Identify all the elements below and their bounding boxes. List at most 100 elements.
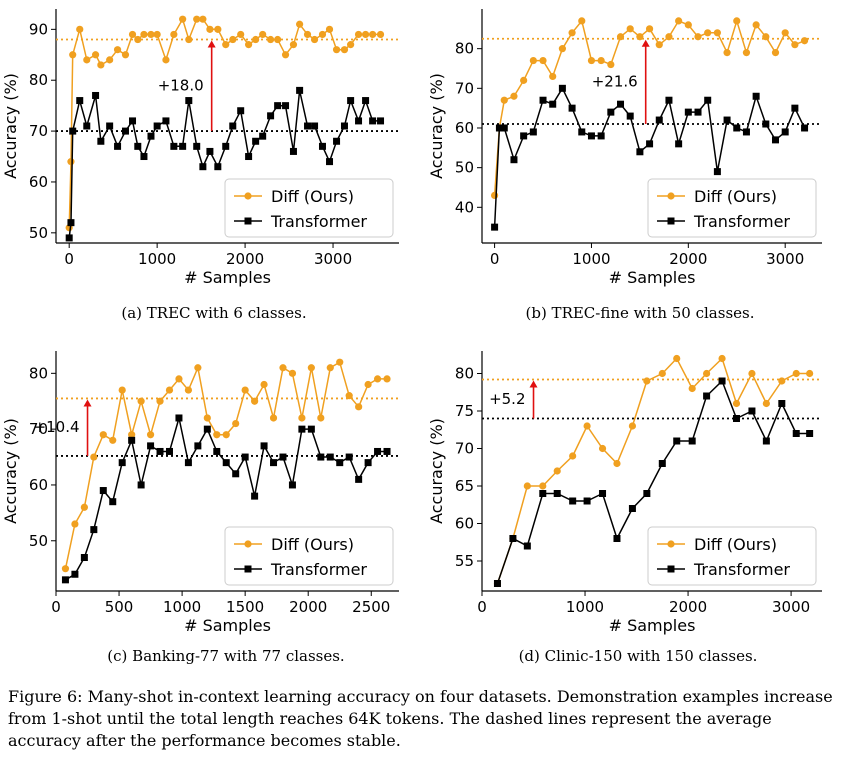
y-tick-label: 70	[455, 79, 474, 97]
transformer-point	[688, 437, 696, 445]
figure-caption: Figure 6: Many-shot in-context learning …	[8, 687, 833, 750]
diff-point	[170, 30, 178, 39]
transformer-point	[583, 497, 591, 505]
transformer-point	[658, 460, 666, 467]
transformer-point	[704, 96, 712, 104]
transformer-point	[118, 459, 126, 467]
transformer-point	[232, 470, 240, 478]
diff-point	[778, 377, 786, 385]
transformer-point	[245, 153, 253, 161]
y-tick-label: 70	[455, 440, 474, 458]
transformer-point	[193, 142, 201, 150]
transformer-point	[684, 108, 692, 116]
diff-point	[147, 30, 155, 39]
diff-point	[162, 56, 170, 64]
transformer-point	[237, 107, 245, 115]
diff-point	[109, 436, 117, 444]
chart-panel-4: 55 60 65 70 75 80 0 1000 2000 3000 # Samples Accura…	[427, 351, 822, 665]
transformer-point	[92, 91, 100, 99]
diff-point	[118, 386, 126, 394]
transformer-point	[781, 128, 789, 136]
transformer-point	[326, 453, 334, 461]
diff-point	[636, 33, 644, 41]
transformer-point	[355, 475, 363, 483]
transformer-point	[147, 442, 155, 450]
diff-point	[203, 414, 211, 422]
transformer-point	[214, 163, 222, 171]
diff-point	[296, 20, 304, 28]
diff-point	[310, 35, 319, 44]
transformer-point	[260, 442, 268, 450]
transformer-point	[628, 505, 636, 512]
diff-point	[806, 369, 814, 378]
transformer-point	[318, 142, 326, 150]
transformer-point	[762, 437, 770, 445]
transformer-point	[500, 124, 508, 132]
transformer-point	[733, 124, 741, 132]
diff-point	[597, 56, 605, 65]
transformer-point	[129, 117, 137, 125]
transformer-point	[170, 142, 178, 150]
transformer-point	[252, 137, 260, 145]
transformer-point	[80, 554, 88, 562]
transformer-point	[523, 542, 531, 550]
transformer-point	[806, 430, 814, 437]
diff-point	[529, 56, 537, 65]
diff-point	[206, 25, 214, 33]
y-tick-label: 60	[29, 476, 48, 494]
diff-point	[259, 30, 267, 39]
transformer-point	[553, 490, 561, 497]
diff-point	[318, 30, 327, 39]
y-tick-label: 50	[455, 159, 474, 177]
diff-point	[792, 369, 800, 378]
diff-point	[222, 431, 230, 439]
diff-point	[69, 51, 77, 59]
chart-panel-3: 50 60 70 80 0 500 1000 1500 2000 2500 # Samples Acc…	[1, 351, 399, 665]
diff-point	[703, 369, 711, 378]
diff-point	[490, 191, 499, 200]
diff-point	[645, 25, 654, 33]
diff-point	[510, 92, 518, 100]
diff-series-line	[493, 18, 805, 196]
transformer-point	[185, 97, 193, 105]
transformer-point	[106, 122, 114, 130]
transformer-point	[383, 447, 391, 455]
y-tick-label: 60	[29, 173, 48, 191]
diff-point	[800, 37, 809, 45]
diff-point	[153, 30, 161, 39]
transformer-point	[288, 481, 296, 489]
transformer-point	[636, 148, 644, 156]
diff-point	[673, 354, 681, 363]
transformer-point	[175, 414, 183, 422]
x-tick-label: 3000	[314, 250, 352, 268]
transformer-point	[675, 140, 683, 148]
transformer-point	[772, 136, 780, 144]
diff-point	[83, 56, 91, 64]
diff-point	[771, 49, 780, 57]
x-tick-label: 2000	[289, 598, 327, 616]
transformer-point	[270, 459, 278, 467]
diff-point	[616, 33, 625, 41]
transformer-point	[491, 223, 499, 231]
diff-point	[347, 41, 355, 49]
diff-point	[229, 35, 237, 44]
transformer-point	[213, 447, 221, 455]
improvement-label: +10.4	[34, 418, 80, 436]
diff-point	[179, 15, 187, 23]
transformer-point	[90, 526, 98, 534]
transformer-point	[326, 158, 334, 166]
diff-point	[613, 459, 621, 468]
y-tick-label: 60	[455, 119, 474, 137]
y-axis-label: Accuracy (%)	[1, 73, 20, 179]
diff-point	[523, 482, 531, 490]
legend-marker	[667, 565, 675, 573]
legend-marker	[244, 540, 252, 548]
diff-point	[71, 520, 79, 528]
transformer-point	[134, 142, 142, 150]
transformer-point	[156, 447, 164, 455]
improvement-arrow-head	[207, 40, 216, 48]
diff-point	[279, 364, 287, 372]
transformer-point	[578, 128, 586, 136]
diff-point	[723, 49, 731, 57]
diff-point	[61, 565, 70, 573]
